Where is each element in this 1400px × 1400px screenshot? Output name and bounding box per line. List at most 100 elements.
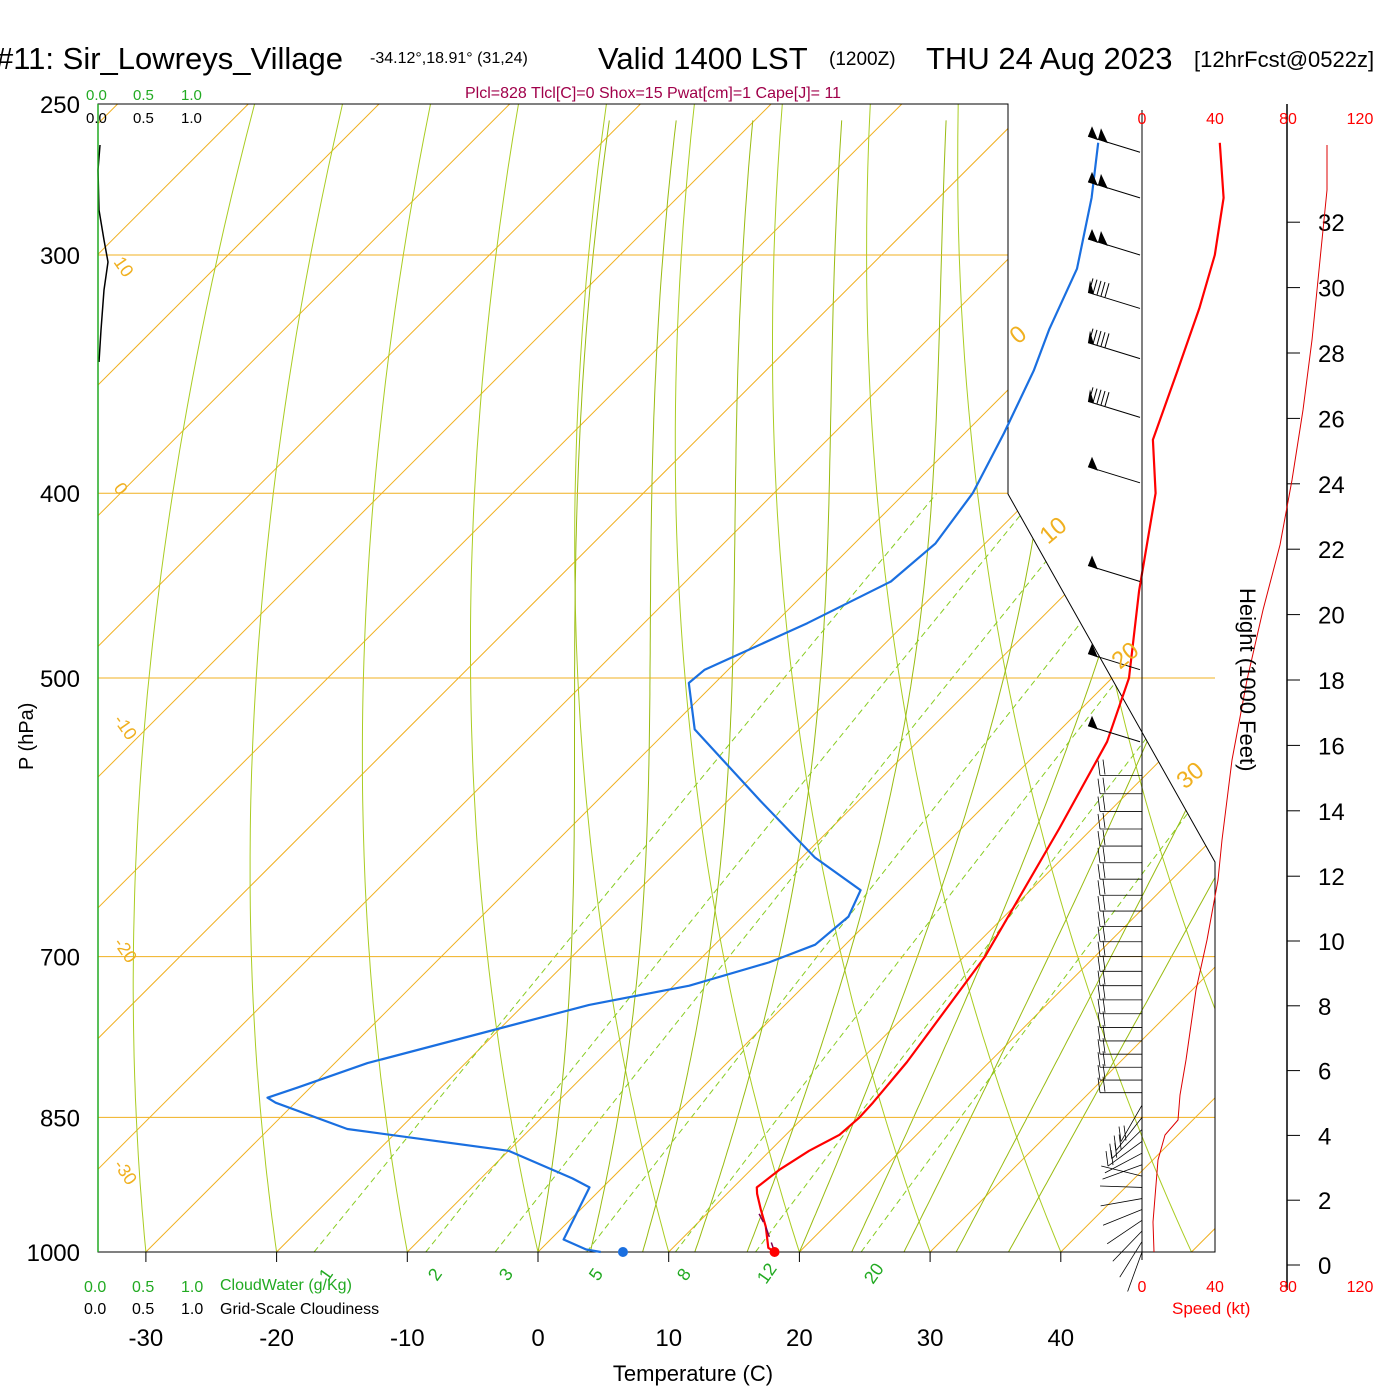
height-tick-32: 32 — [1318, 210, 1345, 237]
wind-barb-flag — [1098, 128, 1108, 144]
moist-adiabat-line — [537, 120, 610, 1252]
moist-adiabat-line — [903, 120, 1215, 1252]
height-tick-2: 2 — [1318, 1188, 1331, 1215]
cloud-scale-bottom-green-0: 0.0 — [84, 1279, 106, 1296]
wind-barb-feather — [1097, 813, 1101, 830]
speed-tick-top-1: 40 — [1206, 111, 1224, 128]
moist-adiabat-line — [1008, 120, 1215, 1252]
wind-barb-feather — [1097, 984, 1101, 1000]
cloud-scale-top-black-0: 0.0 — [86, 110, 107, 127]
wind-barb-feather — [1092, 388, 1098, 403]
speed-tick-top-0: 0 — [1138, 111, 1147, 128]
temperature-tick-40: 40 — [1047, 1325, 1074, 1352]
height-tick-10: 10 — [1318, 929, 1345, 956]
wind-barb-feather — [1100, 281, 1106, 297]
cloud-scale-bottom-green-2: 1.0 — [181, 1279, 203, 1296]
height-tick-0: 0 — [1318, 1253, 1331, 1280]
cloud-scale-top-green-2: 1.0 — [181, 87, 202, 104]
cloudiness-label: Grid-Scale Cloudiness — [220, 1301, 379, 1318]
wind-barb-flag — [1088, 389, 1094, 404]
cloud-scale-top-green-0: 0.0 — [86, 87, 107, 104]
wind-barb-shaft — [1104, 1152, 1143, 1174]
wind-barb-feather — [1097, 911, 1101, 927]
height-tick-24: 24 — [1318, 472, 1345, 499]
wind-barb-feather — [1097, 998, 1101, 1014]
isotherm-label-right-10: 10 — [1035, 512, 1073, 550]
cloudwater-label: CloudWater (g/Kg) — [220, 1277, 352, 1294]
wind-barb-feather — [1097, 847, 1101, 863]
wind-barb-feather — [1097, 1064, 1101, 1081]
dry-adiabat-line — [132, 104, 265, 1252]
isotherm-label-left--20: -20 — [110, 934, 141, 967]
wind-barb-feather — [1097, 796, 1101, 812]
pressure-tick-700: 700 — [40, 945, 80, 972]
wind-barb-feather — [1113, 1135, 1117, 1151]
wind-barb-flag — [1088, 715, 1098, 730]
wind-barb-feather — [1109, 1143, 1113, 1159]
isotherm-label-left-0: 0 — [110, 479, 132, 499]
height-tick-8: 8 — [1318, 994, 1331, 1021]
speed-tick-bottom-1: 40 — [1206, 1279, 1224, 1296]
wind-barb-feather — [1092, 329, 1098, 344]
wind-barb-feather — [1097, 1012, 1101, 1028]
dry-adiabat-line — [249, 104, 351, 1252]
wind-barb-feather — [1102, 969, 1106, 985]
wind-barb-feather — [1097, 831, 1101, 847]
wind-barb-feather — [1097, 880, 1101, 896]
wind-barb-shaft — [1087, 342, 1141, 360]
speed-scale-bottom: 0 40 80 120 Speed (kt) — [1138, 1279, 1374, 1318]
height-tick-6: 6 — [1318, 1059, 1331, 1086]
parcel-line — [758, 1213, 776, 1253]
speed-scale-top: 0 40 80 120 — [1138, 111, 1374, 128]
wind-barb-feather — [1102, 863, 1106, 879]
temperature-tick--30: -30 — [129, 1325, 164, 1352]
wind-barb-feather — [1097, 1052, 1101, 1068]
height-tick-26: 26 — [1318, 406, 1345, 433]
dry-adiabat-line — [866, 104, 1079, 1252]
isotherm-line — [98, 104, 380, 1252]
isotherm-line — [98, 104, 511, 1252]
pressure-axis-label: P (hPa) — [16, 703, 38, 770]
wind-barb-feather — [1123, 1125, 1127, 1141]
speed-tick-bottom-3: 120 — [1347, 1279, 1374, 1296]
isotherm-label-left-10: 10 — [110, 253, 138, 281]
wind-barb-feather — [1104, 283, 1110, 298]
station-coords: -34.12°,18.91° (31,24) — [370, 50, 528, 67]
height-tick-22: 22 — [1318, 537, 1345, 564]
wind-barb-feather — [1102, 812, 1106, 829]
wind-barb-flag — [1088, 126, 1098, 141]
wind-barb-shaft — [1111, 1129, 1143, 1159]
wind-barb-flag — [1098, 230, 1108, 246]
mixing-ratio-label-20: 20 — [860, 1259, 888, 1287]
wind-barb-feather — [1097, 1077, 1101, 1093]
dry-adiabat-line — [361, 104, 438, 1252]
moist-adiabat-line — [694, 120, 843, 1252]
wind-barb-shaft — [1100, 1185, 1143, 1188]
wind-barb-shaft — [1087, 400, 1141, 418]
pressure-tick-1000: 1000 — [27, 1240, 80, 1267]
height-axis-label: Height (1000 Feet) — [1235, 588, 1260, 771]
height-tick-30: 30 — [1318, 276, 1345, 303]
isotherm-line — [929, 104, 1215, 1252]
wind-barb-shaft — [1119, 1241, 1143, 1278]
wind-barb-feather — [1092, 279, 1098, 294]
wind-barb-feather — [1102, 759, 1106, 775]
cloud-scale-bottom-black-2: 1.0 — [181, 1301, 203, 1318]
wind-barb-feather — [1104, 392, 1110, 407]
cloud-scale-bottom-black-1: 0.5 — [132, 1301, 154, 1318]
wind-barb-flag — [1088, 171, 1098, 186]
wind-barb-feather — [1096, 280, 1102, 295]
wind-barb-feather — [1102, 1063, 1106, 1080]
speed-tick-bottom-0: 0 — [1138, 1279, 1147, 1296]
wind-barb-feather — [1096, 330, 1102, 346]
wind-barb-shaft — [1127, 1251, 1143, 1292]
speed-tick-top-2: 80 — [1279, 111, 1297, 128]
wind-barb-feather — [1100, 390, 1106, 406]
cloud-scale-top-black-1: 0.5 — [133, 110, 154, 127]
pressure-tick-850: 850 — [40, 1105, 80, 1132]
wind-barb-feather — [1102, 1051, 1106, 1067]
wind-barb-flag — [1088, 280, 1094, 295]
wind-barb-feather — [1102, 846, 1106, 862]
